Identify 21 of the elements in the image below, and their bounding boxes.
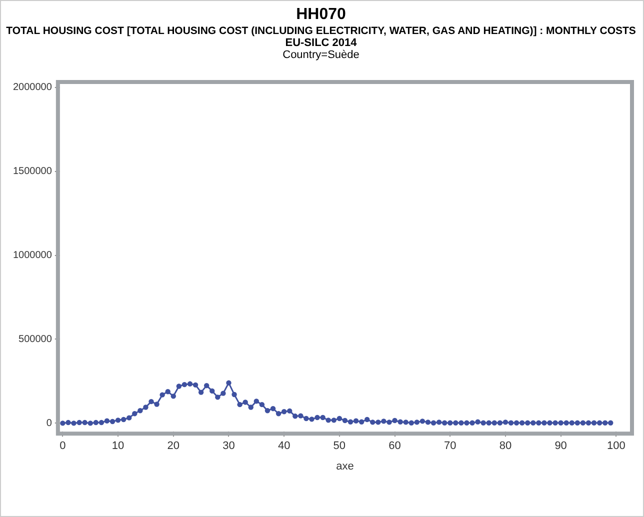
x-tick-label: 70 [444, 440, 456, 452]
x-tick-label: 0 [60, 440, 66, 452]
x-tick-label: 80 [499, 440, 512, 452]
x-tick-label: 100 [606, 440, 626, 452]
x-tick-label: 90 [554, 440, 567, 452]
chart-subtitle: TOTAL HOUSING COST [TOTAL HOUSING COST (INCLUDING ELECTRICITY, WATER, GAS AND HEATING)] : MONTHLY COSTS [5, 25, 637, 37]
y-tick-label: 0 [46, 418, 52, 429]
chart-title: HH070 [295, 6, 347, 24]
y-tick-label: 500000 [18, 334, 52, 345]
x-tick-label: 40 [278, 440, 290, 452]
y-tick-label: 2000000 [12, 82, 52, 94]
text: EU-SILC 2014 [284, 37, 358, 49]
x-tick-label: 30 [222, 440, 235, 452]
x-tick-label: 60 [388, 440, 401, 452]
y-tick-label: 1000000 [12, 250, 52, 262]
y-tick-label: 1500000 [12, 166, 52, 178]
x-tick-label: 10 [112, 440, 124, 452]
x-tick-label: 20 [167, 440, 180, 452]
text: Country=Suède [282, 49, 360, 61]
x-axis-title: axe [336, 460, 354, 472]
x-tick-label: 50 [333, 440, 346, 452]
